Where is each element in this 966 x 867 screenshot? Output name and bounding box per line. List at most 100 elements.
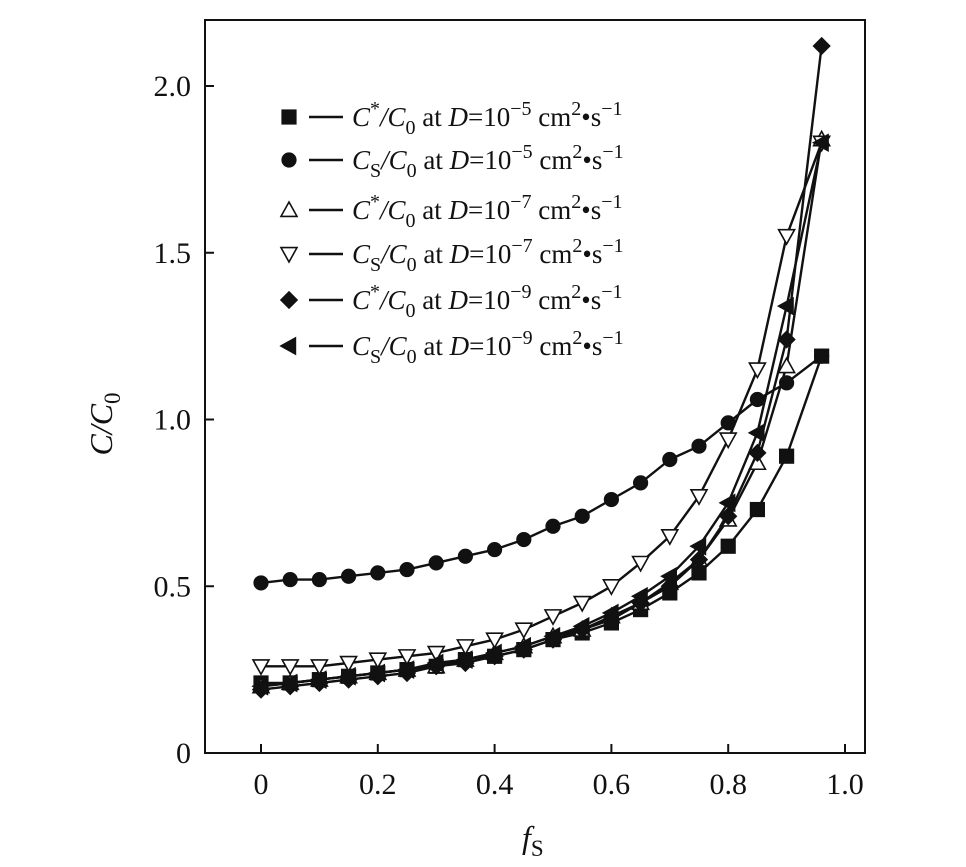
legend: C*/C0 at D=10−5 cm2•s−1CS/C0 at D=10−5 c… [279,98,624,368]
data-point [748,362,767,380]
data-point [747,423,765,443]
axis-ticks: 0 0.2 0.4 0.6 0.8 1.0 0 0.5 1.0 1.5 2.0 [154,70,864,801]
x-tick-label: 0.8 [709,768,747,801]
data-point [748,443,767,462]
legend-label: C*/C0 at D=10−9 cm2•s−1 [352,281,623,322]
data-point [310,659,329,676]
data-point [689,550,709,569]
data-point [662,451,678,468]
series-layer [251,36,831,699]
data-point [368,663,386,683]
legend-label: C*/C0 at D=10−5 cm2•s−1 [352,98,623,139]
data-point [631,555,650,573]
legend-entry: CS/C0 at D=10−9 cm2•s−1 [279,327,624,368]
data-point [309,670,327,689]
legend-entry: CS/C0 at D=10−5 cm2•s−1 [281,141,624,182]
data-point [280,673,298,693]
y-tick-label: 0.5 [154,570,192,603]
y-tick-label: 0 [176,737,191,770]
legend-entry: CS/C0 at D=10−7 cm2•s−1 [279,235,624,276]
data-point [399,561,415,578]
data-point [514,636,532,656]
x-tick-label: 0 [254,768,269,801]
data-point [689,536,707,556]
data-point [602,579,621,596]
data-point [776,296,794,316]
legend-label: CS/C0 at D=10−9 cm2•s−1 [352,327,624,368]
data-point [777,330,796,349]
legend-marker [279,290,299,310]
plot-frame [204,19,866,754]
legend-label: CS/C0 at D=10−5 cm2•s−1 [352,141,624,182]
data-point [777,356,796,374]
y-tick-label: 1.5 [154,237,192,270]
data-point [282,571,298,588]
data-point [280,659,300,676]
data-point [811,133,829,153]
legend-entry: C*/C0 at D=10−7 cm2•s−1 [279,191,623,232]
data-point [778,448,795,464]
data-point [812,36,831,56]
data-point [632,475,649,491]
legend-marker [281,152,297,168]
y-axis-title-main: C/C [83,403,119,455]
data-point [251,659,271,676]
x-tick-label: 0.2 [359,768,397,801]
data-point [720,538,736,554]
data-point [749,501,765,518]
series-5 [251,36,831,699]
data-point [814,348,830,364]
y-tick-label: 1.0 [154,404,192,437]
x-axis-title: fS [522,819,544,861]
data-point [749,391,766,408]
x-tick-label: 0.6 [593,768,631,801]
data-point [341,568,357,584]
data-point [368,652,388,670]
data-point [428,555,444,571]
data-point [485,632,504,650]
data-point [777,228,796,246]
data-point [514,622,534,640]
data-point [545,518,561,534]
data-point [718,432,738,450]
data-point [601,603,619,623]
data-point [397,649,417,666]
legend-entry: C*/C0 at D=10−5 cm2•s−1 [281,98,623,139]
series-line [260,45,823,691]
data-point [572,616,590,636]
series-line [261,355,823,685]
data-point [660,566,678,586]
data-point [543,626,561,646]
y-axis-title-sub: 0 [100,392,125,404]
legend-marker [279,336,297,356]
legend-marker [279,246,299,264]
series-4 [251,135,831,676]
series-2 [253,348,830,591]
series-line [260,355,823,585]
data-point [338,666,356,686]
legend-label: CS/C0 at D=10−7 cm2•s−1 [352,235,624,276]
data-point [456,639,475,656]
data-point [484,643,502,663]
data-point [719,507,738,526]
data-point [397,660,415,679]
y-tick-label: 2.0 [154,70,192,103]
y-axis-title: C/C0 [83,392,125,455]
data-point [457,548,474,564]
data-point [660,529,680,546]
data-point [516,531,532,548]
legend-label: C*/C0 at D=10−7 cm2•s−1 [352,191,623,232]
data-point [603,491,620,508]
data-point [691,438,707,454]
x-tick-label: 1.0 [826,768,864,801]
legend-marker [281,109,297,125]
x-tick-label: 0.4 [476,768,514,801]
series-1 [253,348,830,691]
data-point [426,645,446,663]
data-point [689,489,709,506]
data-point [718,493,736,513]
data-point [543,609,563,626]
data-point [455,650,473,669]
legend-entry: C*/C0 at D=10−9 cm2•s−1 [279,281,623,322]
